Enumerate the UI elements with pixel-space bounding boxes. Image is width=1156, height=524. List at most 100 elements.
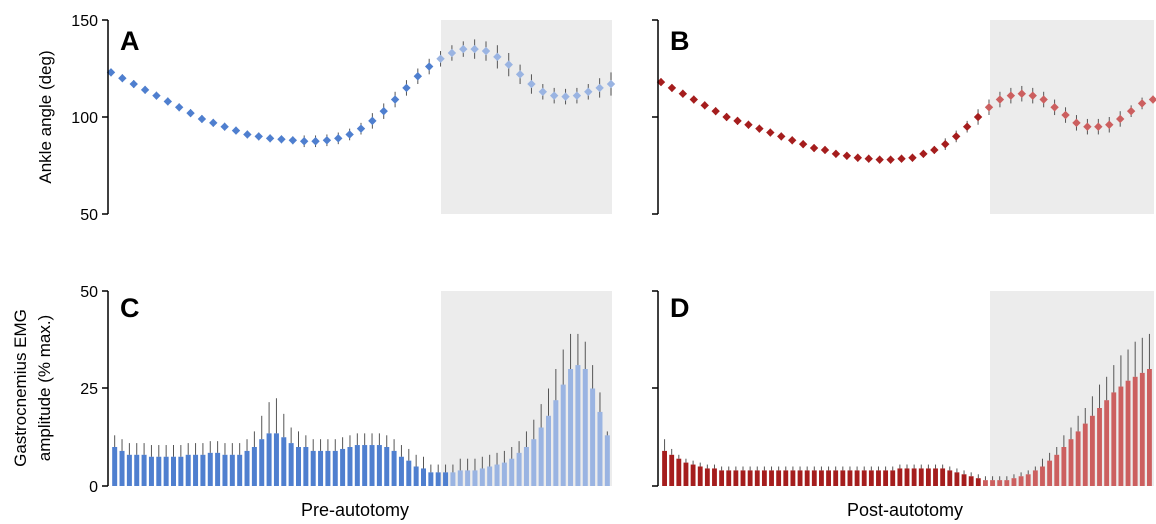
panel-b-point xyxy=(1105,120,1114,129)
panel-c-bar xyxy=(156,456,162,486)
panel-c-bar xyxy=(538,427,544,486)
panel-a-point xyxy=(379,106,388,116)
panel-b-point xyxy=(919,149,928,159)
panel-d-bar xyxy=(1097,408,1102,486)
panel-d-bar xyxy=(1104,400,1110,486)
panel-a-point xyxy=(356,124,366,133)
panel-c-bar xyxy=(237,454,243,486)
panel-c-ytick-25: 25 xyxy=(80,381,98,398)
panel-a-point xyxy=(299,137,309,146)
panel-d-bar xyxy=(833,470,839,486)
panel-d-bar xyxy=(783,470,789,486)
panel-c-bar xyxy=(119,450,125,486)
panel-d-bar xyxy=(1004,480,1010,486)
panel-c-label: C xyxy=(120,293,140,323)
panel-d-bar xyxy=(961,474,967,486)
panel-b-point xyxy=(656,77,666,87)
panel-c-bar xyxy=(391,450,397,486)
panel-d-bar xyxy=(776,470,782,486)
panel-a-point xyxy=(595,83,604,93)
panel-a-point xyxy=(481,46,491,56)
panel-d-bar xyxy=(740,470,746,486)
panel-d-bar xyxy=(947,470,953,486)
panel-c-bar xyxy=(112,447,118,486)
panel-a-point xyxy=(584,87,593,96)
panel-d-bar xyxy=(726,470,732,486)
panel-a-point xyxy=(504,60,513,69)
panel-c-bar xyxy=(362,445,368,486)
panel-b-y-axis xyxy=(652,19,659,215)
panel-d-bar xyxy=(925,468,931,486)
panel-a-point xyxy=(197,114,207,124)
panel-a-point xyxy=(436,54,445,63)
panel-a-point xyxy=(549,91,559,100)
panel-c-bar xyxy=(575,365,581,486)
panel-b-point xyxy=(744,120,753,129)
panel-c-bar xyxy=(597,411,603,486)
panel-b-point xyxy=(700,101,709,110)
panel-d-bar xyxy=(819,470,824,486)
panel-c-bar xyxy=(171,456,176,486)
panel-a-point xyxy=(538,87,548,96)
panel-c-bar xyxy=(244,450,250,486)
panel-c-bar xyxy=(465,470,471,486)
panel-c-bar xyxy=(531,439,537,486)
panel-a-point xyxy=(209,118,218,128)
panel-d-bar xyxy=(1139,372,1145,486)
panel-c-y-axis: 50 25 0 xyxy=(80,284,109,496)
panel-b-marks xyxy=(656,77,1156,164)
panel-a-point xyxy=(174,103,184,112)
panel-d-bar xyxy=(697,466,703,486)
panel-a-ytick-50: 50 xyxy=(80,207,98,224)
panel-b-point xyxy=(941,139,950,149)
panel-d-bar xyxy=(868,470,874,486)
panel-b-point xyxy=(1116,114,1125,124)
top-y-axis-label: Ankle angle (deg) xyxy=(36,50,55,183)
panel-a-point xyxy=(334,134,343,143)
panel-b-point xyxy=(667,83,677,93)
panel-b-point xyxy=(1072,118,1081,128)
panel-b-label: B xyxy=(670,26,690,56)
panel-b-point xyxy=(1050,103,1059,112)
panel-b-shading xyxy=(990,20,1154,214)
panel-b-point xyxy=(689,95,698,104)
panel-d-bar xyxy=(876,470,881,486)
panel-d-bar xyxy=(997,480,1003,486)
panel-c-bar xyxy=(332,450,338,486)
panel-b-point xyxy=(711,106,720,116)
panel-d-bar xyxy=(1125,380,1131,486)
panel-b-point xyxy=(1137,99,1147,108)
panel-a-point xyxy=(402,83,411,93)
panel-c-bar xyxy=(435,472,441,486)
panel-d-marks xyxy=(662,333,1152,486)
panel-a-point xyxy=(561,92,570,101)
panel-d-bar xyxy=(954,472,960,486)
panel-d-bar xyxy=(826,470,831,486)
panel-c-bar xyxy=(251,447,257,486)
panel-a-point xyxy=(527,79,536,89)
panel-a-point xyxy=(220,122,229,131)
panel-a-point xyxy=(390,95,400,104)
panel-d-bar xyxy=(1111,392,1117,486)
panel-d-bar xyxy=(1075,431,1081,486)
panel-c-ytick-50: 50 xyxy=(80,284,98,301)
panel-b-point xyxy=(995,95,1005,104)
panel-d-bar xyxy=(1082,423,1088,486)
panel-c-bar xyxy=(509,458,515,486)
panel-b-point xyxy=(1148,95,1156,104)
panel-a-marks xyxy=(106,39,616,148)
panel-d-bar xyxy=(761,470,767,486)
panel-d-bar xyxy=(840,470,846,486)
panel-d-bar xyxy=(968,476,974,486)
panel-c-bar xyxy=(590,388,596,486)
panel-c-bar xyxy=(200,454,206,486)
panel-c-bar xyxy=(347,447,353,486)
panel-c-bar xyxy=(193,454,199,486)
panel-d-bar xyxy=(704,468,710,486)
panel-c-bar xyxy=(273,433,279,486)
panel-d-bar xyxy=(918,468,924,486)
panel-b-point xyxy=(1028,91,1037,100)
panel-c-bar xyxy=(318,450,324,486)
panel-c-bar xyxy=(553,400,559,486)
panel-c-bar xyxy=(178,456,184,486)
